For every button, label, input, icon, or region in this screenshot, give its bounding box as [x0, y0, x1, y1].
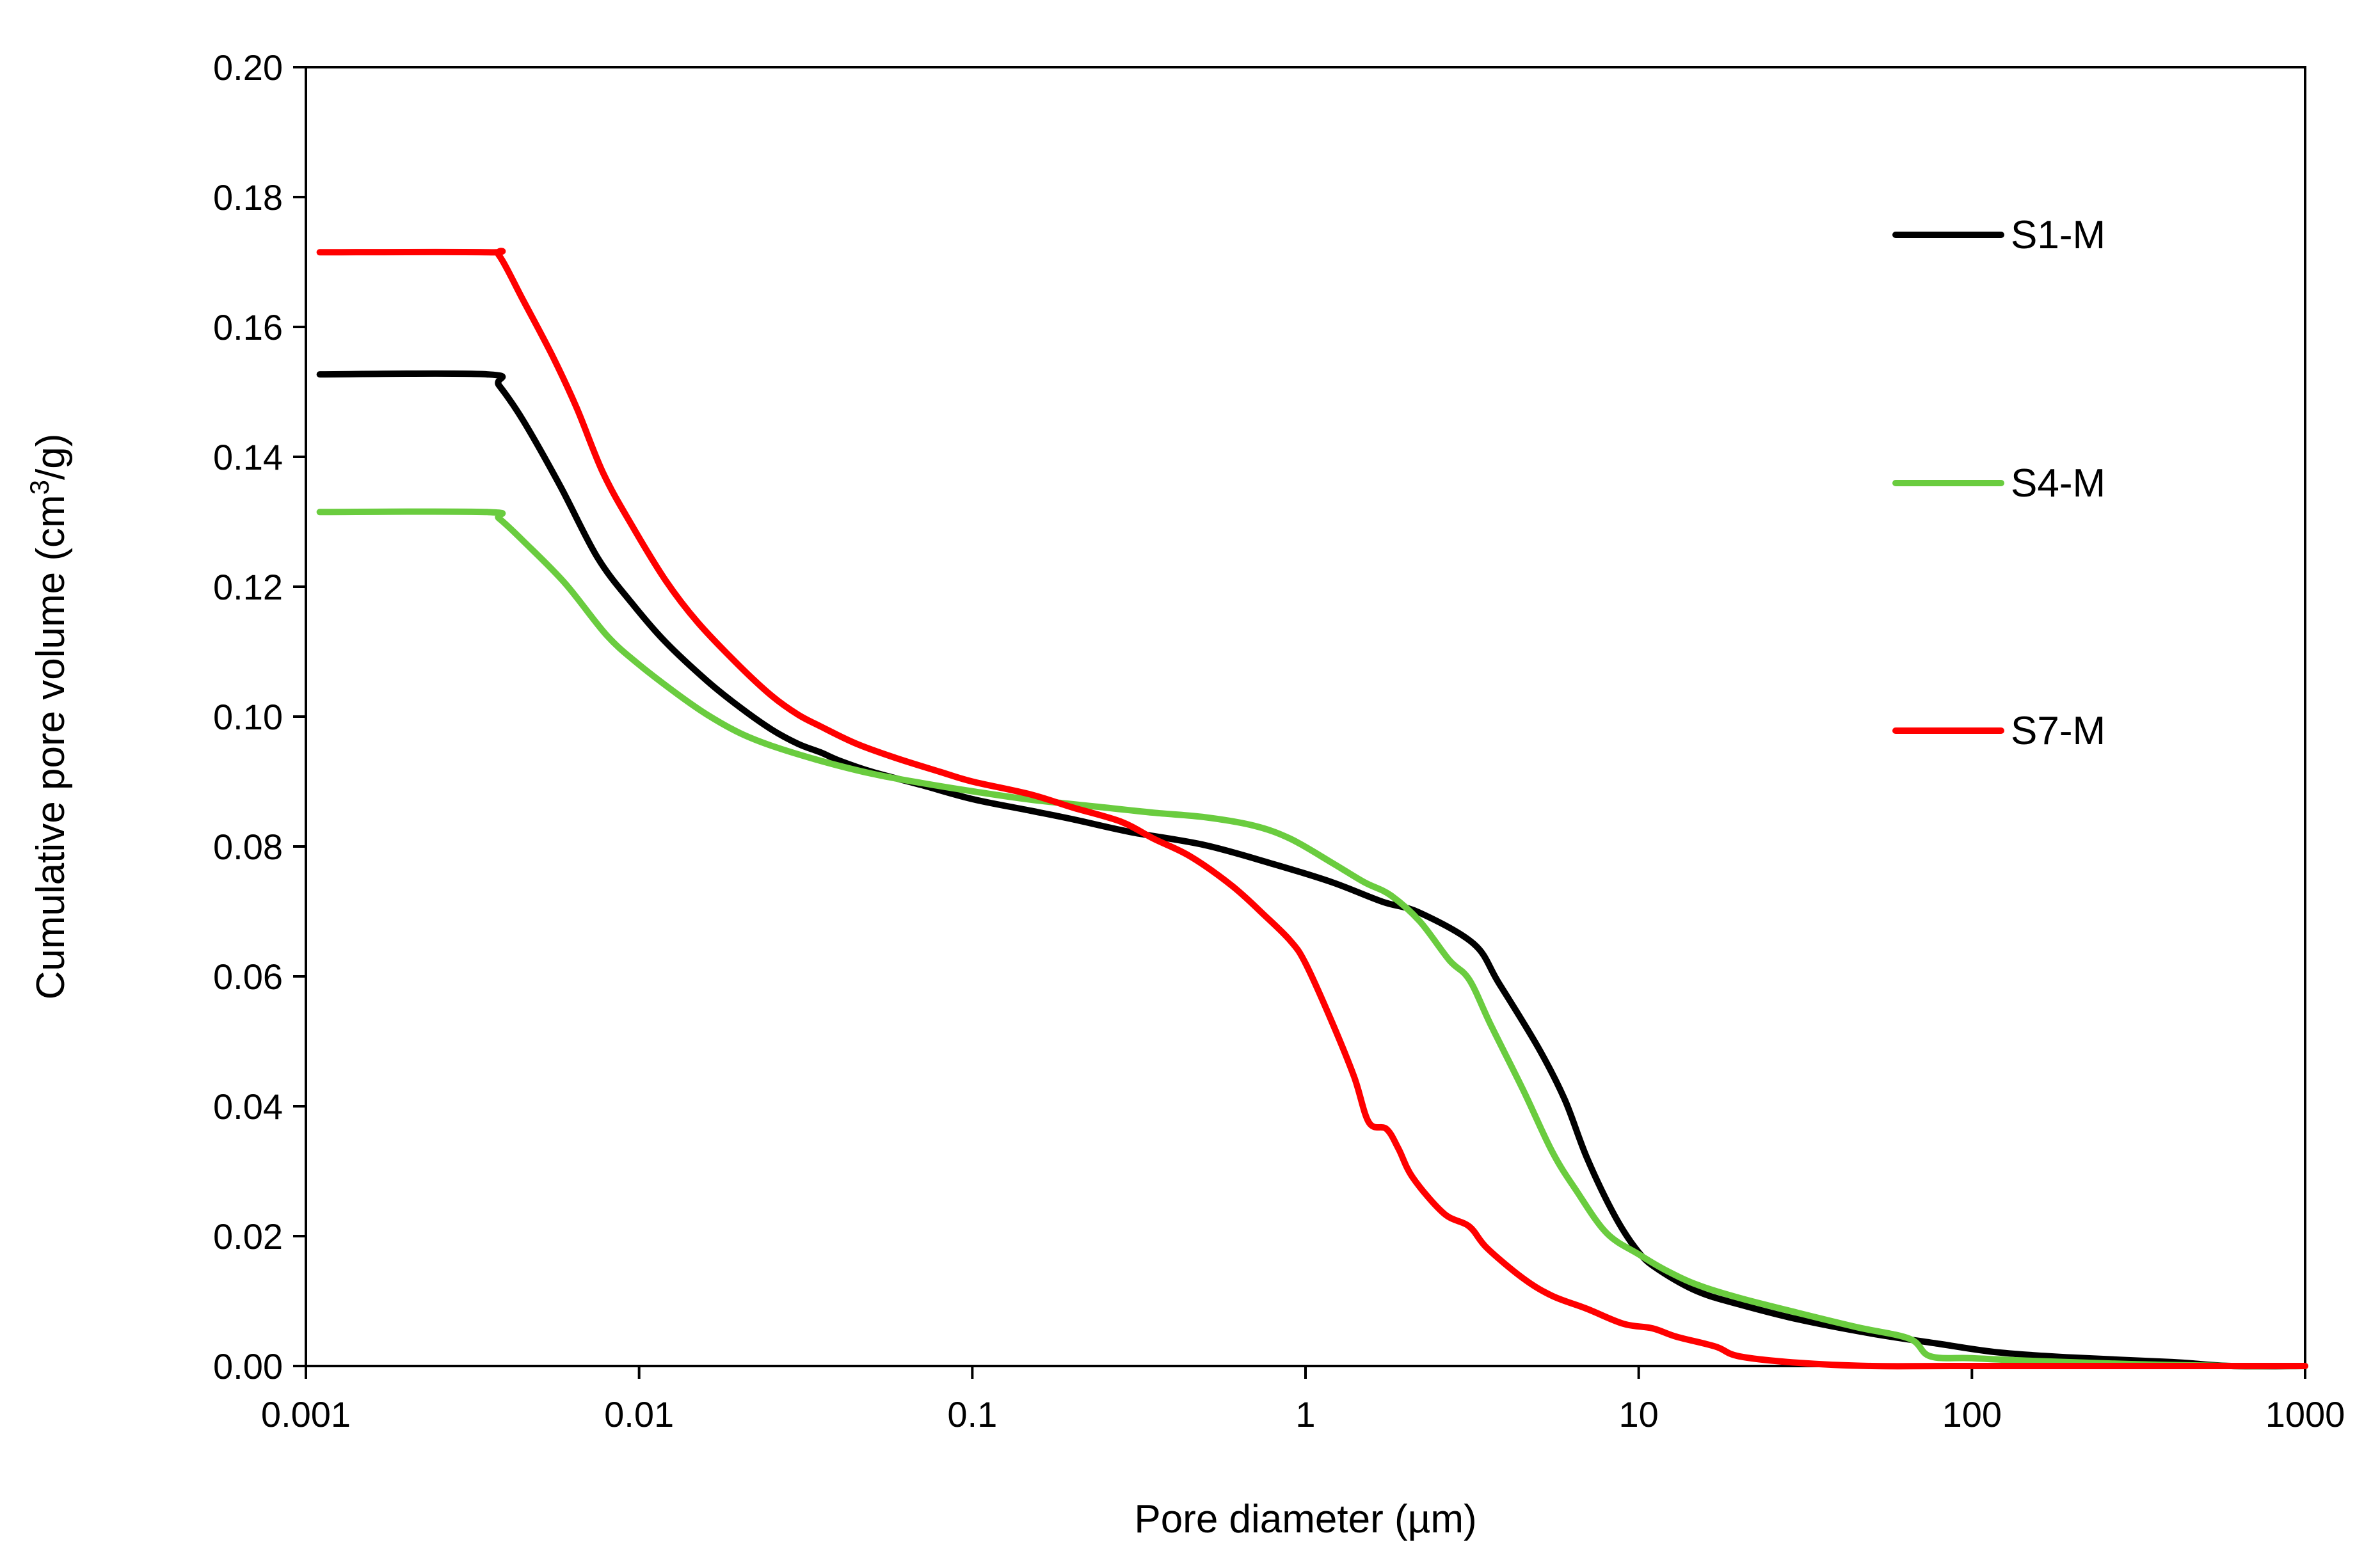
legend-label-s7-m: S7-M	[2011, 709, 2105, 753]
y-tick-label: 0.12	[213, 567, 283, 607]
x-tick-label: 10	[1619, 1394, 1659, 1434]
legend-label-s1-m: S1-M	[2011, 213, 2105, 257]
y-tick-label: 0.14	[213, 437, 283, 477]
x-tick-label: 1	[1295, 1394, 1315, 1434]
x-tick-label: 100	[1942, 1394, 2002, 1434]
y-tick-label: 0.20	[213, 47, 283, 88]
x-tick-label: 0.1	[947, 1394, 997, 1434]
y-tick-label: 0.06	[213, 957, 283, 997]
y-axis-ticks: 0.00 0.02 0.04 0.06 0.08 0.10 0.12 0.14 0.16 0.18…	[213, 47, 306, 1386]
x-axis-title: Pore diameter (µm)	[1134, 1497, 1476, 1541]
plot-area	[305, 66, 2306, 1367]
y-tick-label: 0.10	[213, 697, 283, 737]
y-tick-label: 0.16	[213, 307, 283, 347]
y-axis-title-part-1: Cumulative pore volume (cm	[29, 495, 73, 999]
y-tick-label: 0.04	[213, 1086, 283, 1127]
y-tick-label: 0.08	[213, 827, 283, 867]
x-axis-ticks: 0.001 0.01 0.1 1 10 100 1000	[261, 1366, 2345, 1434]
x-tick-label: 0.01	[604, 1394, 674, 1434]
y-axis-title-superscript: 3	[24, 480, 54, 495]
y-axis-title: Cumulative pore volume (cm3/g)	[24, 434, 73, 1000]
series-line-s1-m	[316, 370, 2308, 1370]
x-tick-label: 0.001	[261, 1394, 351, 1434]
x-tick-label: 1000	[2265, 1394, 2345, 1434]
legend: S1-M S4-M S7-M	[1892, 213, 2105, 753]
series-line-s4-m	[316, 508, 2308, 1370]
series-lines	[316, 248, 2308, 1370]
y-tick-label: 0.00	[213, 1346, 283, 1386]
y-tick-label: 0.02	[213, 1216, 283, 1257]
y-axis-title-part-3: /g)	[29, 434, 73, 480]
y-tick-label: 0.18	[213, 177, 283, 218]
series-line-s7-m	[316, 248, 2308, 1370]
legend-label-s4-m: S4-M	[2011, 461, 2105, 505]
